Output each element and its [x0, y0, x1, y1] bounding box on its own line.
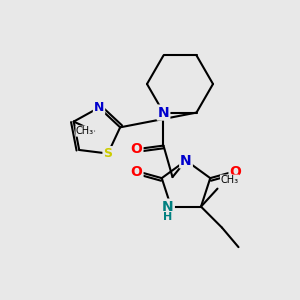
Text: N: N — [162, 200, 174, 214]
Text: O: O — [130, 142, 142, 156]
Text: H: H — [164, 212, 172, 222]
Text: O: O — [130, 165, 142, 179]
Text: CH₃: CH₃ — [220, 175, 238, 185]
Text: N: N — [180, 154, 192, 167]
Text: S: S — [103, 147, 112, 160]
Text: CH₃: CH₃ — [76, 126, 94, 136]
Text: N: N — [158, 106, 169, 120]
Text: N: N — [94, 101, 104, 114]
Text: O: O — [230, 165, 242, 179]
